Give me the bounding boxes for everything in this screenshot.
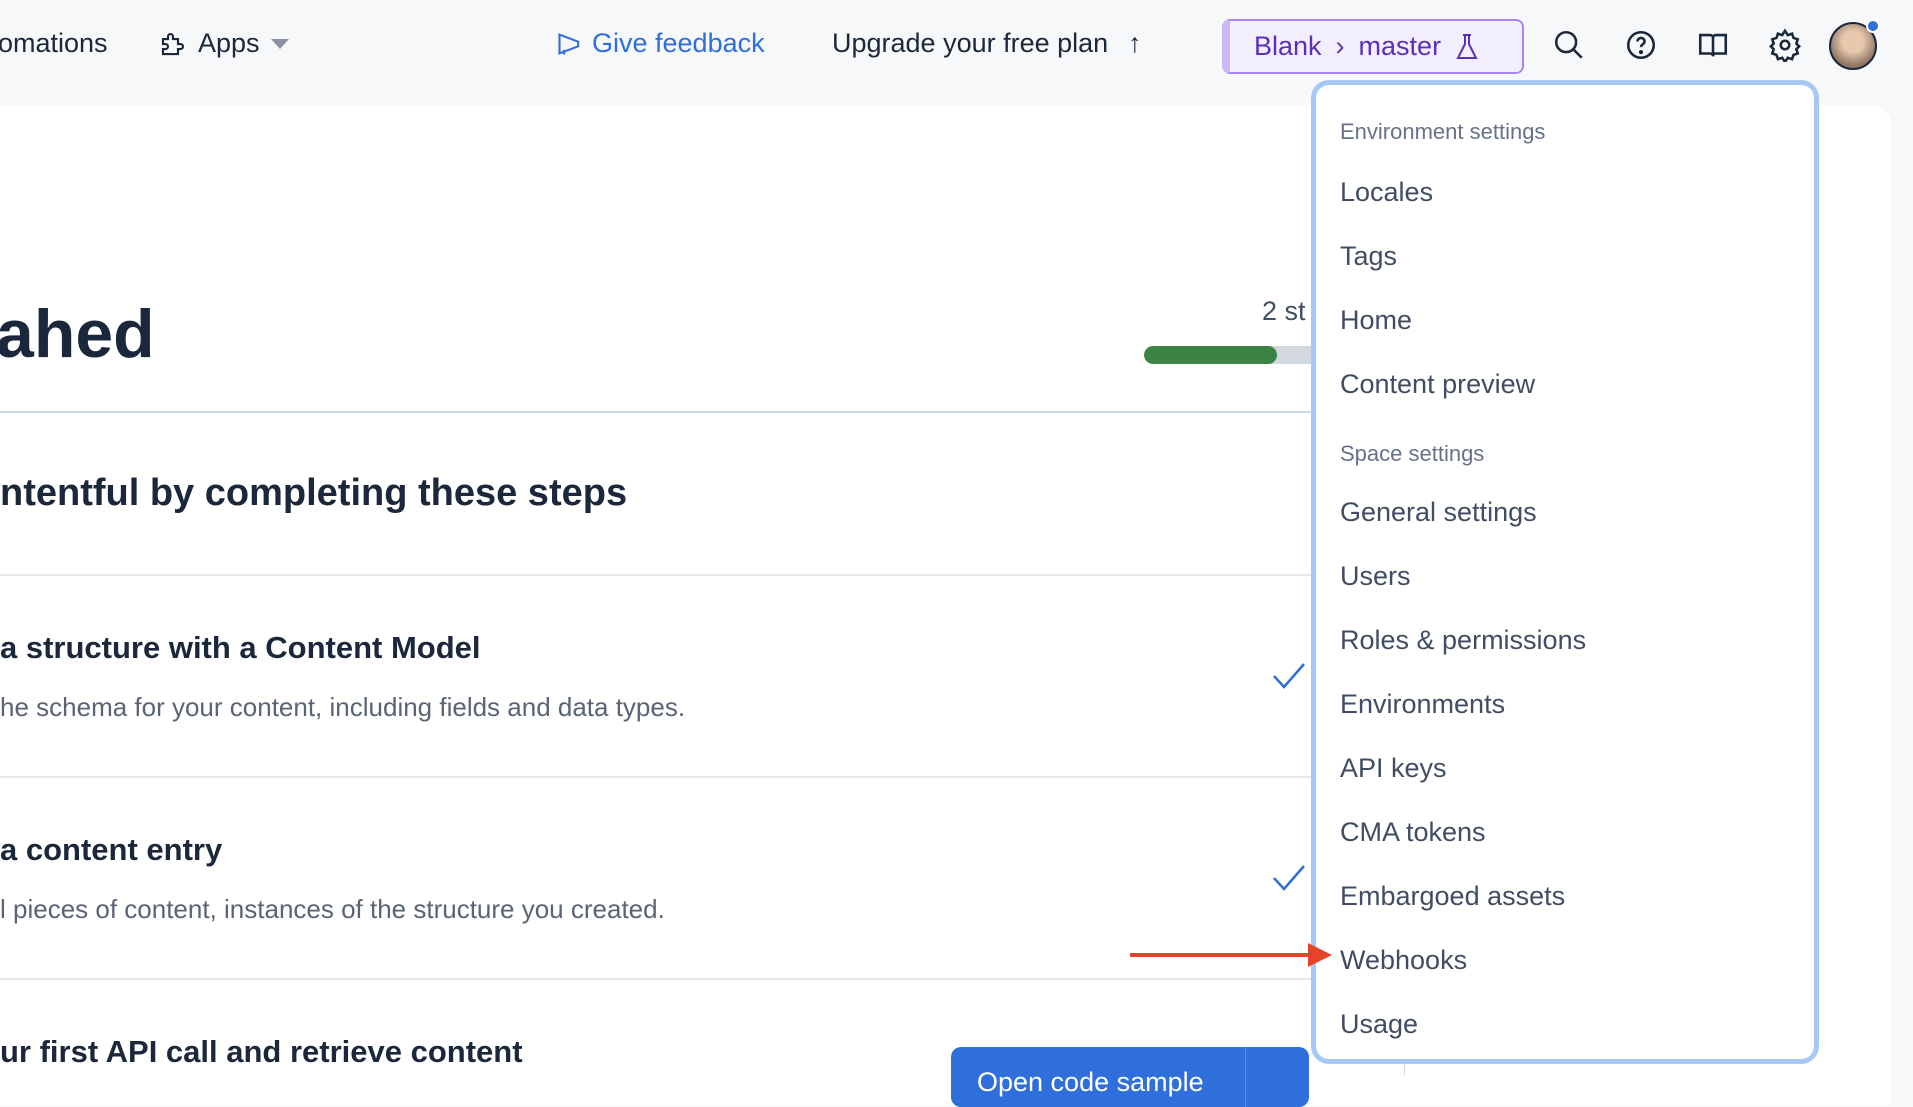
menu-item-home[interactable]: Home (1340, 305, 1413, 335)
flask-icon (1456, 33, 1478, 59)
caret-down-icon (270, 38, 289, 49)
step-description: he schema for your content, including fi… (0, 692, 686, 722)
environment-settings-header: Environment settings (1340, 119, 1546, 144)
environment-name: master (1358, 31, 1442, 61)
docs-book-icon[interactable] (1696, 28, 1730, 62)
step-title: ur first API call and retrieve content (0, 1034, 523, 1069)
divider (1404, 1064, 1405, 1076)
checkmark-icon (1273, 663, 1305, 689)
step-title: a content entry (0, 832, 223, 867)
environment-switcher[interactable]: Blank › master (1222, 19, 1524, 74)
checkmark-icon (1273, 865, 1305, 891)
progress-fill (1144, 346, 1277, 364)
nav-automations[interactable]: omations (0, 28, 108, 58)
arrow-up-icon: ↑ (1128, 28, 1142, 58)
menu-item-environments[interactable]: Environments (1340, 689, 1506, 719)
step-title: a structure with a Content Model (0, 630, 481, 665)
menu-item-tags[interactable]: Tags (1340, 241, 1398, 271)
menu-item-roles-permissions[interactable]: Roles & permissions (1340, 625, 1587, 655)
menu-item-users[interactable]: Users (1340, 561, 1411, 591)
feedback-label: Give feedback (592, 28, 765, 58)
search-icon[interactable] (1552, 28, 1586, 62)
menu-item-api-keys[interactable]: API keys (1340, 753, 1447, 783)
menu-item-usage[interactable]: Usage (1340, 1009, 1419, 1039)
menu-item-webhooks[interactable]: Webhooks (1340, 945, 1468, 975)
space-name: Blank (1254, 31, 1322, 61)
menu-item-locales[interactable]: Locales (1340, 177, 1434, 207)
nav-apps[interactable]: Apps (158, 28, 290, 59)
apps-label: Apps (198, 28, 260, 58)
megaphone-icon (558, 32, 580, 55)
menu-item-content-preview[interactable]: Content preview (1340, 369, 1536, 399)
menu-item-cma-tokens[interactable]: CMA tokens (1340, 817, 1486, 847)
notification-dot (1866, 19, 1880, 33)
menu-item-general-settings[interactable]: General settings (1340, 497, 1537, 527)
page-title: ahed (0, 296, 155, 372)
upgrade-link[interactable]: Upgrade your free plan ↑ (832, 28, 1142, 59)
settings-dropdown-menu: Environment settings Locales Tags Home C… (1311, 80, 1819, 1064)
button-split-divider (1245, 1047, 1246, 1107)
puzzle-icon (161, 32, 185, 55)
help-icon[interactable] (1624, 28, 1658, 62)
button-label: Open code sample (977, 1067, 1204, 1097)
avatar[interactable] (1829, 22, 1877, 70)
annotation-arrow-icon (1130, 943, 1332, 967)
open-code-sample-button[interactable]: Open code sample (951, 1047, 1309, 1107)
chevron-right-icon: › (1335, 31, 1345, 61)
space-settings-header: Space settings (1340, 441, 1485, 466)
progress-label: 2 st (1262, 296, 1306, 326)
menu-item-embargoed-assets[interactable]: Embargoed assets (1340, 881, 1566, 911)
progress-bar (1144, 346, 1342, 364)
steps-subtitle: ntentful by completing these steps (0, 472, 628, 514)
settings-gear-icon[interactable] (1768, 28, 1802, 62)
give-feedback-link[interactable]: Give feedback (556, 28, 765, 59)
upgrade-label: Upgrade your free plan (832, 28, 1109, 58)
step-description: l pieces of content, instances of the st… (0, 894, 665, 924)
